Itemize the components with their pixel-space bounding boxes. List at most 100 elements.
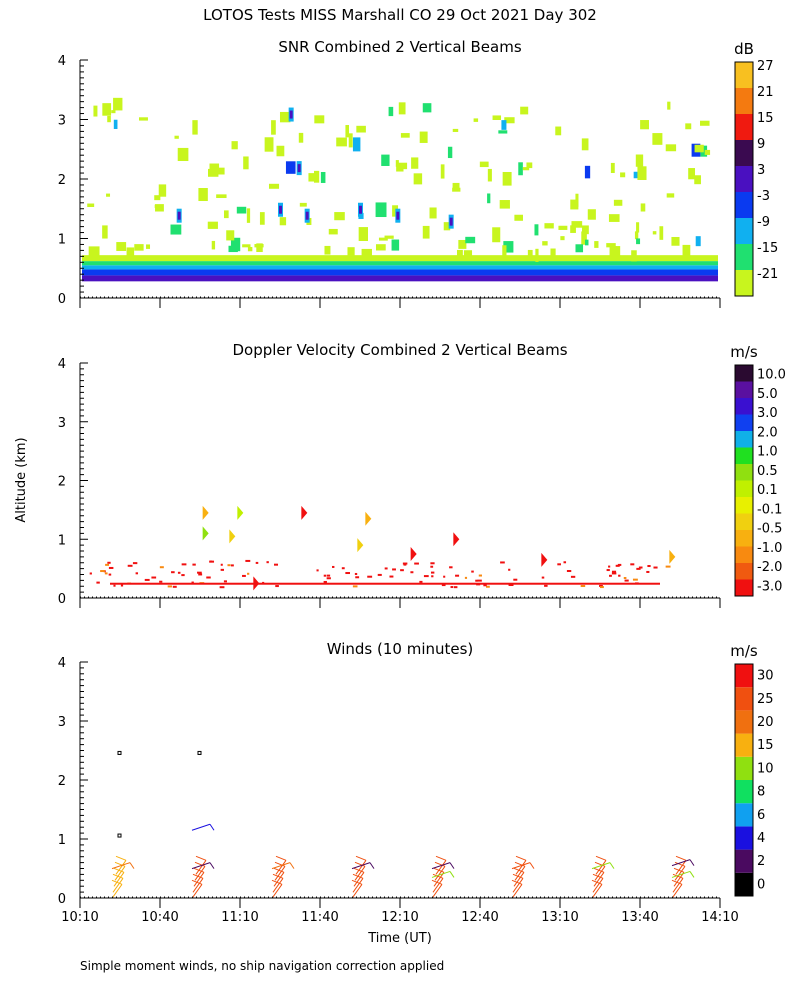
snr-echo [102, 103, 112, 116]
doppler-echo [615, 564, 620, 567]
doppler-echo [255, 561, 259, 564]
snr-echo [640, 120, 649, 130]
panel-winds: Winds (10 minutes) 0 1 2 3 4 10:10 10:40 11:10 11… [58, 640, 774, 925]
colorbar-swatch [735, 414, 753, 431]
snr-echo [358, 227, 369, 242]
snr-echo [640, 203, 646, 212]
doppler-echo [630, 563, 635, 566]
colorbar-label: -0.5 [757, 522, 782, 537]
doppler-echo [105, 563, 110, 566]
snr-core [396, 211, 400, 220]
colorbar-swatch [735, 803, 753, 827]
snr-echo [422, 103, 432, 113]
doppler-echo [508, 583, 514, 586]
colorbar-unit: m/s [730, 642, 758, 660]
doppler-echo [332, 565, 335, 568]
doppler-echo [486, 585, 490, 588]
doppler-patch [541, 552, 548, 567]
colorbar-label: 30 [757, 669, 774, 684]
wind-barb [112, 878, 124, 893]
x-tick-label: 14:10 [701, 910, 738, 925]
doppler-echo [430, 571, 435, 574]
doppler-echo [266, 561, 269, 564]
snr-echo [659, 226, 664, 240]
doppler-echo [618, 574, 621, 577]
snr-echo [107, 115, 111, 123]
wind-barb [111, 862, 131, 870]
wind-barb [114, 866, 126, 881]
doppler-echo [632, 578, 638, 581]
doppler-echo [209, 560, 213, 563]
snr-echo [236, 206, 247, 214]
doppler-patch [253, 576, 260, 591]
snr-echo [398, 162, 408, 170]
y-tick-label: 3 [58, 715, 66, 730]
snr-echo [216, 194, 227, 199]
doppler-echo [275, 585, 279, 588]
wind-barb [111, 884, 123, 899]
snr-echo [375, 244, 386, 251]
doppler-echo [245, 559, 251, 562]
wind-calm-marker [117, 750, 122, 755]
snr-echo [324, 245, 331, 255]
snr-echo [87, 203, 95, 207]
colorbar-swatch [735, 687, 753, 711]
snr-echo [520, 106, 529, 115]
snr-echo [499, 200, 510, 209]
snr-echo [581, 138, 589, 151]
doppler-echo [566, 570, 572, 573]
wind-barb [115, 860, 127, 875]
snr-echo [695, 236, 701, 247]
doppler-echo [653, 566, 658, 569]
doppler-echo [449, 566, 453, 569]
doppler-echo [443, 575, 446, 578]
doppler-echo [230, 564, 234, 567]
doppler-echo [181, 574, 185, 577]
wind-barb [191, 884, 203, 899]
snr-echo [502, 171, 512, 186]
snr-echo [209, 163, 220, 175]
doppler-echo [220, 568, 224, 571]
doppler-echo [274, 563, 279, 566]
panels: SNR Combined 2 Vertical Beams 0 1 2 3 4 dB -21 -… [58, 38, 786, 925]
colorbar-swatch [735, 546, 753, 563]
doppler-echo [665, 565, 671, 568]
snr-echo [704, 149, 711, 155]
snr-echo [447, 146, 453, 159]
wind-barb [673, 872, 685, 887]
snr-layer [82, 275, 718, 282]
doppler-echo [570, 575, 576, 578]
snr-echo [527, 249, 533, 259]
snr-core [297, 164, 301, 173]
doppler-echo [120, 584, 124, 587]
wind-barb-flag [515, 855, 527, 861]
snr-echo [463, 250, 473, 262]
snr-echo [542, 241, 548, 246]
doppler-echo [638, 566, 643, 569]
wind-barb [671, 870, 691, 878]
snr-echo [279, 111, 291, 123]
y-tick-label: 4 [58, 357, 66, 372]
wind-barb [193, 872, 205, 887]
colorbar-swatch [735, 244, 753, 270]
colorbar-label: 0 [757, 877, 765, 892]
y-tick-label: 2 [58, 774, 66, 789]
snr-echo [550, 248, 556, 259]
footnote: Simple moment winds, no ship navigation … [80, 959, 444, 973]
colorbar-swatch [735, 530, 753, 547]
colorbar-label: 1.0 [757, 445, 778, 460]
snr-echo [398, 102, 406, 115]
colorbar-label: 10.0 [757, 368, 786, 383]
wind-barb [192, 878, 204, 893]
wind-barb [432, 878, 444, 893]
doppler-echo [430, 565, 434, 568]
snr-echo [400, 133, 410, 138]
snr-echo [555, 126, 562, 136]
wind-barb-flag [355, 855, 367, 861]
snr-echo [158, 184, 167, 197]
doppler-patch [357, 538, 364, 553]
snr-core [177, 211, 181, 220]
snr-core [289, 110, 293, 119]
colorbar-frame [734, 364, 754, 597]
